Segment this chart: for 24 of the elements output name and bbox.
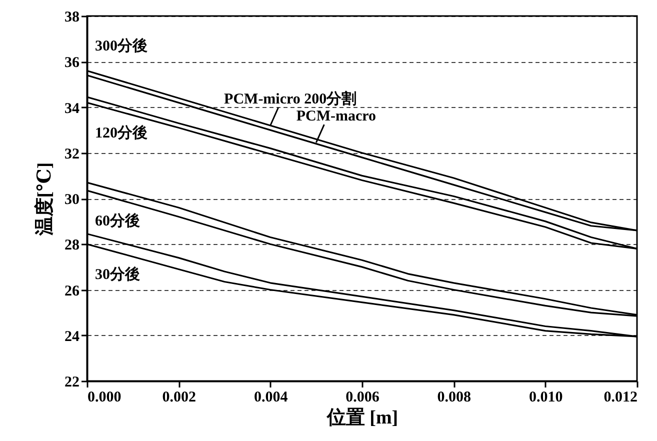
x-tick-label: 0.004: [254, 390, 288, 406]
annotation: PCM-macro: [296, 108, 376, 125]
annotation: 120分後: [95, 124, 148, 142]
annotation: PCM-micro 200分割: [224, 90, 357, 108]
y-tick-label: 32: [64, 146, 80, 162]
y-tick-label: 22: [64, 374, 80, 390]
annotation: 60分後: [95, 212, 140, 230]
y-tick-label: 26: [64, 283, 80, 300]
x-tick-label: 0.012: [604, 390, 638, 406]
x-tick-label: 0.006: [346, 390, 380, 406]
y-tick-label: 38: [64, 10, 80, 26]
y-axis-title: 温度[℃]: [34, 162, 56, 237]
x-tick-label: 0.008: [437, 390, 472, 406]
annotation: 300分後: [95, 37, 148, 54]
annotation: 30分後: [95, 266, 140, 284]
y-tick-label: 34: [64, 100, 80, 117]
x-tick-label: 0.002: [162, 390, 196, 406]
y-tick-label: 30: [64, 192, 80, 208]
y-tick-label: 28: [64, 238, 80, 254]
x-tick-label: 0.000: [88, 390, 122, 406]
y-tick-label: 24: [64, 328, 80, 345]
y-tick-label: 36: [64, 55, 80, 72]
x-axis-title: 位置 [m]: [326, 408, 398, 428]
x-tick-label: 0.010: [528, 390, 563, 406]
